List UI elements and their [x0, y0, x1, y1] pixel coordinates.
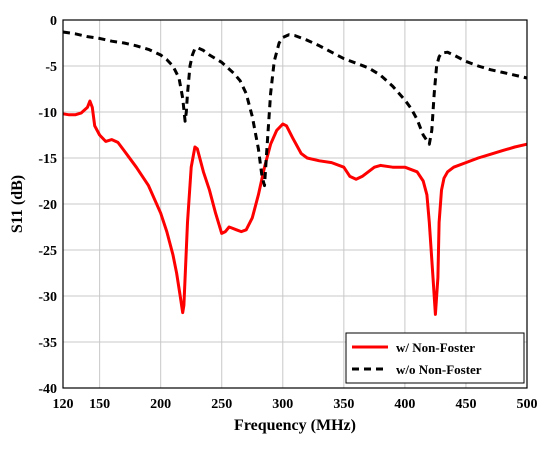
y-tick-label: 0 [50, 14, 57, 29]
series-layer [62, 30, 528, 316]
x-tick-label: 400 [394, 397, 415, 412]
x-tick-label: 120 [53, 397, 74, 412]
x-axis-label: Frequency (MHz) [234, 417, 356, 434]
y-tick-label: -30 [38, 290, 57, 305]
legend: w/ Non-Foster w/o Non-Foster [345, 332, 525, 384]
x-tick-label: 450 [455, 397, 476, 412]
tick-labels: 120 150 200 250 300 350 400 450 500 0 -5 -10 -15 -20 -… [38, 14, 537, 412]
series-line-w-non-foster [62, 99, 528, 316]
x-tick-label: 250 [211, 397, 232, 412]
x-tick-label: 200 [150, 397, 171, 412]
grid [63, 20, 527, 388]
legend-label-w-non-foster: w/ Non-Foster [396, 340, 475, 355]
x-tick-label: 350 [333, 397, 354, 412]
y-tick-label: -10 [38, 106, 57, 121]
x-tick-label: 500 [517, 397, 538, 412]
plot-frame [62, 19, 528, 389]
y-tick-label: -15 [38, 152, 57, 167]
y-tick-label: -20 [38, 198, 57, 213]
x-tick-label: 150 [89, 397, 110, 412]
y-tick-label: -35 [38, 336, 57, 351]
legend-box [345, 332, 525, 384]
y-tick-label: -5 [45, 60, 57, 75]
legend-label-wo-non-foster: w/o Non-Foster [396, 362, 482, 377]
x-tick-label: 300 [272, 397, 293, 412]
y-axis-label: S11 (dB) [9, 175, 26, 233]
y-tick-label: -40 [38, 382, 57, 397]
series-line-wo-non-foster [62, 30, 528, 188]
y-tick-label: -25 [38, 244, 57, 259]
